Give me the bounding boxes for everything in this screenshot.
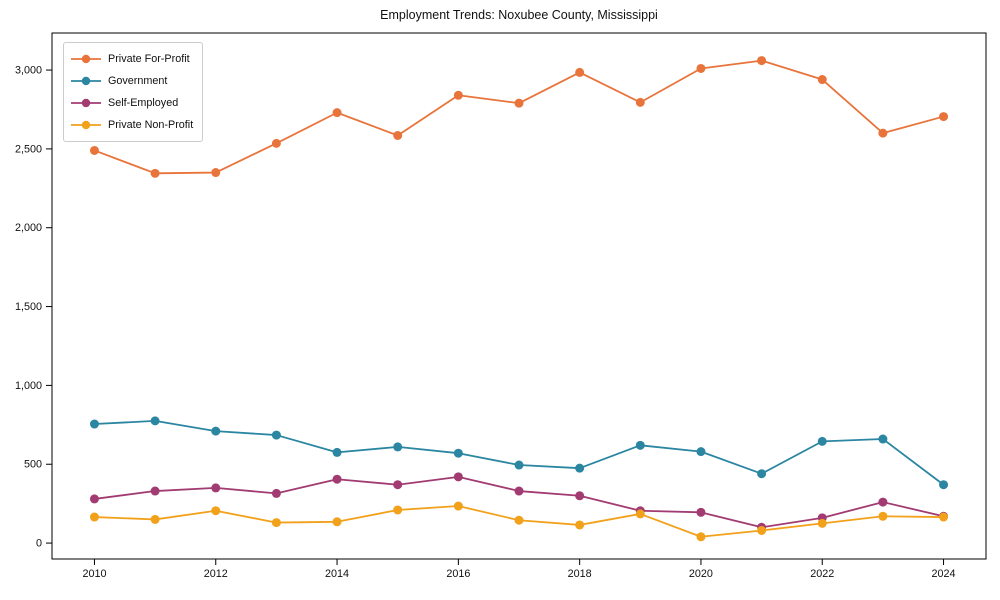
series-marker-private-for-profit [696,63,706,73]
series-marker-self-employed [271,488,281,498]
y-tick-label: 3,000 [15,65,42,77]
y-tick-label: 1,000 [15,380,42,392]
series-marker-government [393,442,403,452]
series-marker-private-non-profit [211,506,221,516]
series-marker-private-non-profit [453,501,463,511]
series-marker-government [817,436,827,446]
series-marker-private-non-profit [150,514,160,524]
series-marker-self-employed [332,474,342,484]
legend-label: Government [108,75,168,87]
series-marker-private-non-profit [817,518,827,528]
series-marker-private-for-profit [817,75,827,85]
x-tick-label: 2014 [325,568,349,580]
legend-label: Private Non-Profit [108,119,194,131]
series-marker-private-non-profit [89,512,99,522]
series-marker-private-non-profit [514,515,524,525]
x-tick-label: 2020 [689,568,713,580]
x-tick-label: 2018 [568,568,592,580]
series-marker-self-employed [89,494,99,504]
series-marker-government [514,460,524,470]
series-marker-government [635,440,645,450]
series-marker-private-for-profit [89,145,99,155]
legend-swatch-icon [71,76,101,86]
series-marker-private-for-profit [757,56,767,66]
series-marker-self-employed [575,491,585,501]
series-marker-private-for-profit [332,108,342,118]
series-marker-private-for-profit [635,97,645,107]
legend-item-private-non-profit: Private Non-Profit [71,114,193,136]
legend-label: Private For-Profit [108,53,190,65]
legend-swatch-icon [71,98,101,108]
legend-item-private-for-profit: Private For-Profit [71,48,193,70]
series-marker-self-employed [211,483,221,493]
series-marker-private-non-profit [757,525,767,535]
series-marker-self-employed [696,507,706,517]
series-marker-government [332,447,342,457]
series-marker-private-for-profit [453,90,463,100]
series-marker-self-employed [393,480,403,490]
series-marker-private-non-profit [878,511,888,521]
series-marker-private-non-profit [939,512,949,522]
x-tick-label: 2022 [810,568,834,580]
legend-item-self-employed: Self-Employed [71,92,193,114]
series-marker-private-non-profit [635,509,645,519]
series-marker-private-non-profit [575,520,585,530]
series-marker-private-non-profit [271,518,281,528]
series-marker-government [757,469,767,479]
legend-swatch-icon [71,54,101,64]
series-line-government [93,419,945,486]
y-tick-label: 2,000 [15,222,42,234]
series-marker-private-for-profit [878,128,888,138]
plot-frame [51,32,987,560]
series-marker-government [696,447,706,457]
x-tick-label: 2012 [204,568,228,580]
legend: Private For-Profit Government Self-Employe… [63,42,204,142]
series-marker-government [575,463,585,473]
series-marker-self-employed [150,486,160,496]
series-marker-private-for-profit [575,67,585,77]
series-marker-government [453,448,463,458]
series-marker-self-employed [514,486,524,496]
chart-title: Employment Trends: Noxubee County, Missi… [380,8,658,22]
series-marker-government [271,430,281,440]
x-tick-label: 2024 [932,568,956,580]
x-tick-label: 2010 [82,568,106,580]
series-marker-government [150,416,160,426]
y-tick-label: 500 [24,459,42,471]
series-marker-private-for-profit [393,130,403,140]
y-tick-label: 2,500 [15,143,42,155]
series-marker-government [878,434,888,444]
series-marker-private-for-profit [150,168,160,178]
y-tick-label: 0 [36,538,42,550]
series-marker-private-for-profit [939,112,949,122]
legend-label: Self-Employed [108,97,179,109]
series-marker-government [939,480,949,490]
series-marker-private-for-profit [271,138,281,148]
series-marker-private-non-profit [393,505,403,515]
series-line-private-for-profit [93,59,945,175]
series-marker-self-employed [453,472,463,482]
series-marker-government [211,426,221,436]
legend-swatch-icon [71,120,101,130]
series-marker-private-non-profit [696,532,706,542]
series-marker-private-non-profit [332,517,342,527]
y-tick-label: 1,500 [15,301,42,313]
x-tick-label: 2016 [446,568,470,580]
legend-item-government: Government [71,70,193,92]
series-marker-private-for-profit [514,98,524,108]
series-marker-government [89,419,99,429]
series-marker-private-for-profit [211,168,221,178]
series-marker-self-employed [878,497,888,507]
